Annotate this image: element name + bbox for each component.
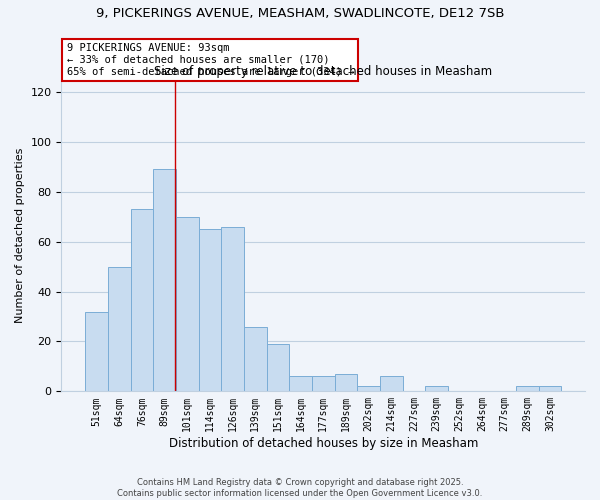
Bar xyxy=(108,266,131,392)
Bar xyxy=(131,210,153,392)
Bar xyxy=(266,344,289,392)
Bar xyxy=(244,326,266,392)
Text: 9, PICKERINGS AVENUE, MEASHAM, SWADLINCOTE, DE12 7SB: 9, PICKERINGS AVENUE, MEASHAM, SWADLINCO… xyxy=(96,8,504,20)
Bar xyxy=(153,170,176,392)
Y-axis label: Number of detached properties: Number of detached properties xyxy=(15,148,25,323)
Text: 9 PICKERINGS AVENUE: 93sqm
← 33% of detached houses are smaller (170)
65% of sem: 9 PICKERINGS AVENUE: 93sqm ← 33% of deta… xyxy=(67,44,354,76)
X-axis label: Distribution of detached houses by size in Measham: Distribution of detached houses by size … xyxy=(169,437,478,450)
Bar xyxy=(516,386,539,392)
Bar xyxy=(289,376,312,392)
Bar xyxy=(425,386,448,392)
Bar xyxy=(85,312,108,392)
Bar xyxy=(539,386,561,392)
Text: Contains HM Land Registry data © Crown copyright and database right 2025.
Contai: Contains HM Land Registry data © Crown c… xyxy=(118,478,482,498)
Bar xyxy=(176,217,199,392)
Bar xyxy=(380,376,403,392)
Title: Size of property relative to detached houses in Measham: Size of property relative to detached ho… xyxy=(154,66,492,78)
Bar xyxy=(199,230,221,392)
Bar xyxy=(312,376,335,392)
Bar xyxy=(335,374,357,392)
Bar xyxy=(221,227,244,392)
Bar xyxy=(357,386,380,392)
